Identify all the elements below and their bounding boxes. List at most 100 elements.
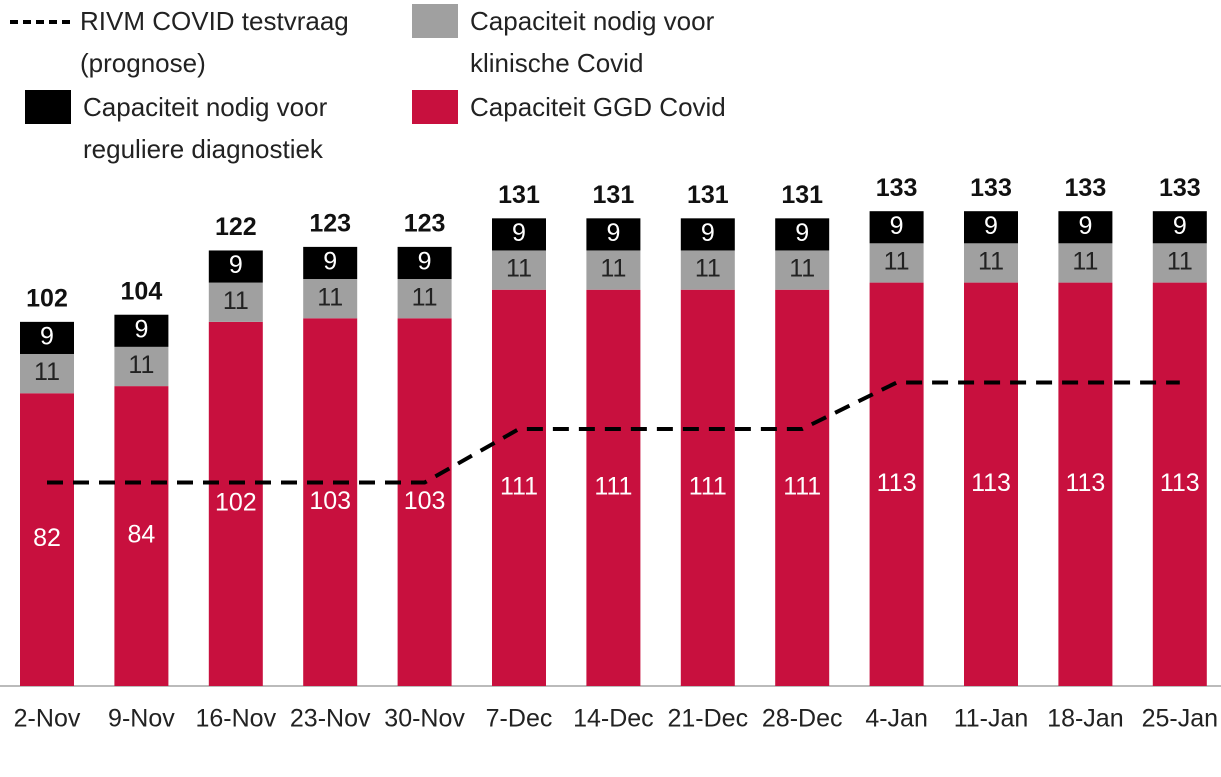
x-tick-label: 16-Nov (196, 705, 277, 733)
value-label: 11 (884, 248, 910, 276)
bar-segment (586, 218, 641, 251)
total-label: 131 (781, 181, 823, 209)
x-tick-label: 11-Jan (954, 705, 1029, 733)
bar-segment (1152, 243, 1207, 283)
value-label: 9 (418, 248, 432, 276)
value-label: 111 (689, 472, 727, 500)
x-tick-label: 4-Jan (865, 705, 928, 733)
bar-segment (775, 289, 830, 686)
total-label: 131 (687, 181, 729, 209)
bar-segment (492, 218, 546, 251)
bar-segment (114, 314, 169, 347)
legend-item: Capaciteit nodig voor reguliere diagnost… (25, 86, 415, 170)
bar-segment (303, 246, 358, 280)
legend-label: Capaciteit nodig voor reguliere diagnost… (83, 92, 328, 164)
x-tick-label: 23-Nov (290, 705, 371, 733)
value-label: 9 (134, 315, 148, 343)
total-label: 131 (498, 181, 540, 209)
bar-segment (303, 279, 358, 319)
bar-segment (1058, 243, 1113, 283)
value-label: 11 (695, 255, 721, 283)
total-label: 104 (121, 277, 163, 305)
x-tick-label: 28-Dec (762, 705, 843, 733)
bar-segment (397, 279, 452, 319)
total-label: 123 (309, 209, 351, 237)
x-tick-label: 14-Dec (573, 705, 654, 733)
bar-segment (964, 282, 1018, 686)
value-label: 9 (512, 219, 526, 247)
bar-segment (397, 318, 452, 686)
legend-label: Capaciteit nodig voor klinische Covid (470, 6, 715, 78)
value-label: 11 (1167, 248, 1193, 276)
value-label: 11 (600, 255, 626, 283)
bar-segment (869, 282, 924, 686)
bar-segment (208, 282, 263, 322)
value-label: 9 (229, 251, 243, 279)
bar-segment (964, 211, 1018, 244)
value-label: 113 (1160, 469, 1200, 497)
value-label: 103 (309, 487, 351, 515)
bar-segment (1152, 282, 1207, 686)
total-label: 123 (404, 209, 446, 237)
line-series (47, 380, 1180, 485)
total-label: 133 (970, 174, 1012, 202)
value-label: 9 (890, 212, 904, 240)
bar-segment (869, 211, 924, 244)
value-label: 11 (978, 248, 1004, 276)
bar-segment (114, 386, 169, 686)
value-label: 9 (984, 212, 998, 240)
bar-segment (20, 321, 74, 354)
bar-segment (303, 318, 358, 686)
legend-swatch (25, 90, 71, 124)
x-tick-label: 2-Nov (14, 705, 81, 733)
value-label: 11 (34, 358, 60, 386)
bar-segment (680, 250, 735, 290)
bar-segment (586, 250, 641, 290)
legend-label: Capaciteit GGD Covid (470, 92, 726, 122)
legend-swatch (412, 90, 458, 124)
total-label: 133 (876, 174, 918, 202)
bar-segment (114, 346, 169, 387)
value-label: 102 (215, 489, 257, 517)
bar-segment (397, 246, 452, 280)
value-label: 111 (594, 472, 632, 500)
value-label: 9 (795, 219, 809, 247)
bar-segment (1152, 211, 1207, 244)
legend-item: Capaciteit nodig voor klinische Covid (412, 0, 742, 84)
value-label: 9 (1078, 212, 1092, 240)
value-label: 11 (506, 255, 532, 283)
bar-segment (680, 289, 735, 686)
bar-segment (208, 250, 263, 283)
bar-segment (586, 289, 641, 686)
bar-segment (492, 250, 546, 290)
value-label: 11 (317, 283, 343, 311)
value-label: 11 (1072, 248, 1098, 276)
value-label: 103 (404, 487, 446, 515)
bar-segment (869, 243, 924, 283)
x-tick-label: 7-Dec (486, 705, 553, 733)
value-label: 9 (40, 323, 54, 351)
value-label: 84 (127, 521, 155, 549)
x-tick-label: 18-Jan (1047, 705, 1123, 733)
x-tick-label: 9-Nov (108, 705, 175, 733)
value-label: 113 (971, 469, 1011, 497)
bar-segment (20, 393, 74, 686)
value-label: 11 (789, 255, 815, 283)
value-label: 82 (33, 524, 61, 552)
value-label: 9 (323, 248, 337, 276)
legend-item: RIVM COVID testvraag (prognose) (10, 0, 400, 84)
bar-segment (20, 353, 74, 394)
legend-label: RIVM COVID testvraag (prognose) (80, 6, 349, 78)
x-tick-label: 21-Dec (668, 705, 749, 733)
value-label: 111 (500, 472, 538, 500)
bar-segment (775, 218, 830, 251)
bar-segment (775, 250, 830, 290)
value-label: 11 (412, 283, 438, 311)
value-label: 113 (877, 469, 917, 497)
value-label: 9 (606, 219, 620, 247)
total-label: 122 (215, 213, 257, 241)
value-label: 9 (701, 219, 715, 247)
bar-segment (1058, 211, 1113, 244)
